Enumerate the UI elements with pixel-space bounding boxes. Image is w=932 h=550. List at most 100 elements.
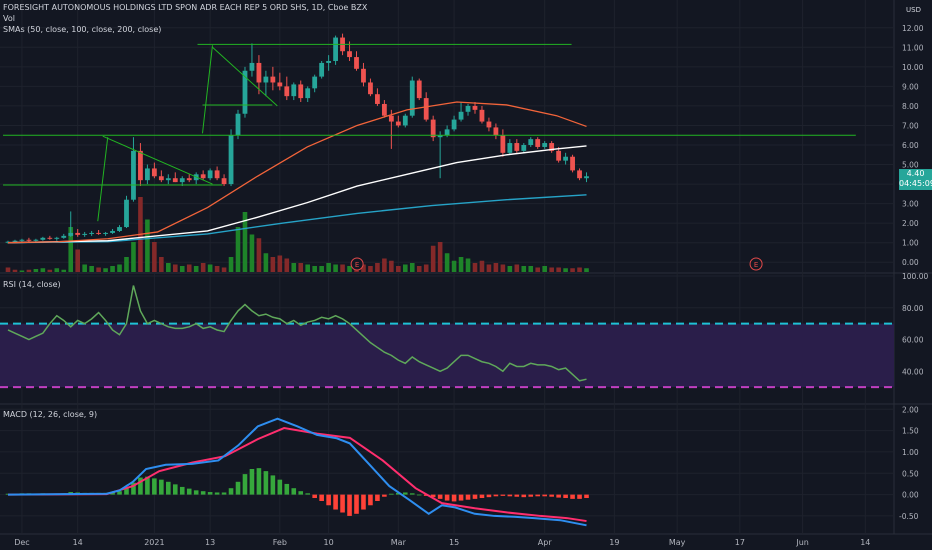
- candle: [221, 174, 227, 187]
- macd-hist-bar: [305, 493, 311, 495]
- candle: [89, 230, 95, 236]
- sma50-line: [7, 101, 587, 244]
- volume-bar: [389, 260, 394, 272]
- volume-bar: [312, 266, 317, 272]
- candle: [486, 117, 492, 132]
- candle: [256, 55, 262, 95]
- candle: [514, 139, 520, 153]
- candle: [388, 109, 394, 149]
- macd-hist-bar: [382, 494, 387, 497]
- macd-hist-bar: [570, 494, 575, 499]
- volume-bar: [500, 264, 506, 272]
- earnings-marker[interactable]: E: [749, 257, 763, 271]
- macd-signal-line: [7, 427, 587, 523]
- candle: [319, 60, 325, 79]
- volume-bar: [193, 266, 199, 272]
- volume-bar: [200, 263, 206, 272]
- volume-bar: [382, 258, 387, 272]
- candle: [138, 143, 143, 187]
- candle: [563, 152, 568, 165]
- candle: [75, 229, 81, 237]
- candle: [96, 229, 102, 235]
- macd-hist-bar: [221, 492, 227, 495]
- candle: [172, 172, 178, 183]
- candle: [437, 131, 443, 179]
- price-tick-label: 8.00: [902, 102, 919, 111]
- volume-bar: [235, 227, 241, 272]
- volume-bar: [396, 266, 401, 272]
- candle: [535, 137, 541, 149]
- macd-hist-bar: [145, 476, 150, 495]
- x-tick-label: Apr: [538, 538, 553, 547]
- candle: [493, 123, 499, 140]
- x-tick-label: 15: [449, 538, 459, 547]
- volume-bar: [549, 267, 554, 272]
- candle: [500, 129, 506, 157]
- volume-bar: [96, 267, 101, 272]
- macd-hist-bar: [396, 492, 401, 495]
- candle: [284, 76, 290, 101]
- volume-bar: [166, 263, 171, 272]
- macd-hist-bar: [333, 494, 338, 510]
- volume-bar: [89, 266, 94, 272]
- candle: [277, 72, 283, 91]
- volume-bar: [256, 238, 262, 272]
- macd-hist-bar: [542, 494, 547, 497]
- trend-line[interactable]: [102, 135, 213, 185]
- macd-tick-label: 1.50: [902, 427, 919, 436]
- macd-hist-bar: [263, 471, 269, 495]
- candle: [458, 102, 464, 122]
- earnings-marker[interactable]: E: [350, 257, 364, 271]
- macd-hist-bar: [256, 468, 262, 495]
- macd-hist-bar: [193, 490, 199, 495]
- volume-bar: [221, 267, 227, 272]
- volume-bar: [298, 263, 304, 272]
- candle: [158, 170, 164, 183]
- candle: [82, 231, 88, 237]
- macd-hist-bar: [535, 494, 541, 497]
- trend-line[interactable]: [97, 137, 109, 222]
- volume-bar: [284, 258, 290, 272]
- macd-hist-bar: [375, 494, 380, 501]
- sma100-line: [7, 145, 587, 244]
- volume-bar: [291, 263, 297, 272]
- candle: [151, 162, 157, 179]
- macd-hist-bar: [507, 494, 513, 497]
- volume-legend: Vol: [3, 14, 15, 23]
- candle: [326, 55, 332, 71]
- macd-hist-bar: [584, 494, 589, 499]
- volume-bar: [563, 268, 568, 272]
- candle: [549, 141, 555, 153]
- volume-bar: [472, 263, 478, 272]
- volume-bar: [368, 266, 373, 272]
- volume-bar: [340, 264, 345, 272]
- candle: [54, 236, 60, 241]
- x-tick-label: 14: [860, 538, 870, 547]
- volume-bar: [402, 264, 408, 272]
- x-tick-label: Feb: [273, 538, 287, 547]
- last-price-tag: 4.40 04:45:09: [899, 169, 932, 190]
- rsi-tick-label: 100.00: [902, 272, 928, 281]
- trend-line[interactable]: [212, 46, 278, 107]
- candle: [416, 78, 422, 101]
- volume-bar: [535, 267, 541, 272]
- price-tick-label: 11.00: [902, 43, 924, 52]
- volume-bar: [5, 267, 11, 272]
- x-tick-label: May: [669, 538, 686, 547]
- x-tick-label: Dec: [14, 538, 29, 547]
- macd-hist-bar: [389, 493, 394, 495]
- candle: [375, 88, 380, 106]
- trend-line[interactable]: [202, 45, 213, 134]
- macd-hist-bar: [312, 494, 317, 499]
- macd-hist-bar: [298, 491, 304, 495]
- sma-legend: SMAs (50, close, 100, close, 200, close): [3, 25, 162, 34]
- rsi-legend: RSI (14, close): [3, 280, 61, 289]
- macd-hist-bar: [528, 494, 534, 497]
- x-tick-label: Mar: [391, 538, 407, 547]
- volume-bar: [333, 264, 338, 272]
- volume-bar: [444, 253, 450, 272]
- candle: [354, 51, 359, 71]
- price-tick-label: 12.00: [902, 24, 924, 33]
- macd-hist-bar: [291, 488, 297, 495]
